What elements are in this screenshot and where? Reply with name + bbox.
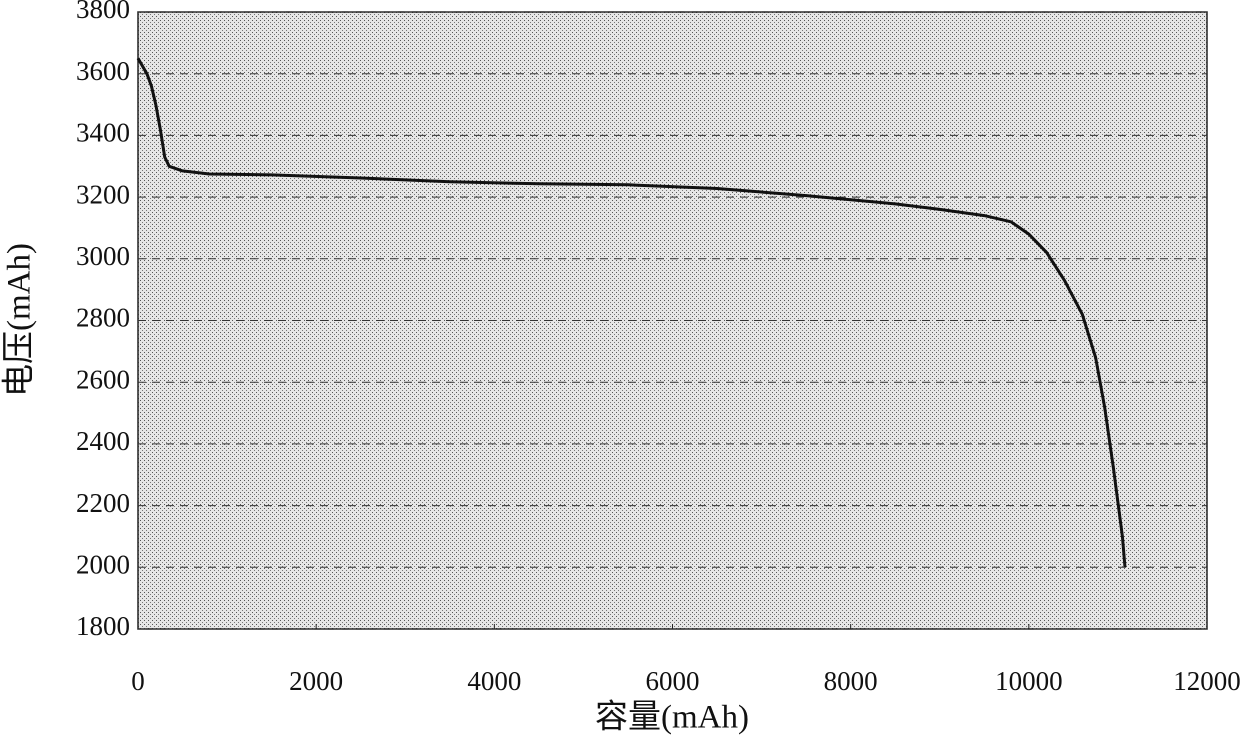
y-tick-label: 3000 <box>76 241 130 271</box>
data-line <box>136 57 1127 568</box>
y-axis-title: 电压(mAh) <box>1 243 38 397</box>
y-tick-label: 3200 <box>76 179 130 209</box>
x-tick-label: 4000 <box>467 666 521 696</box>
y-tick-label: 3800 <box>76 0 130 24</box>
x-tick-label: 0 <box>131 666 145 696</box>
y-tick-label: 3600 <box>76 56 130 86</box>
x-tick-label: 2000 <box>289 666 343 696</box>
y-tick-label: 1800 <box>76 611 130 641</box>
y-tick-label: 2800 <box>76 303 130 333</box>
x-tick-label: 10000 <box>995 666 1063 696</box>
y-tick-label: 3400 <box>76 118 130 148</box>
x-tick-label: 6000 <box>646 666 700 696</box>
x-tick-label: 8000 <box>824 666 878 696</box>
y-tick-label: 2400 <box>76 426 130 456</box>
y-tick-label: 2600 <box>76 364 130 394</box>
y-tick-label: 2000 <box>76 550 130 580</box>
x-axis-title: 容量(mAh) <box>595 699 749 736</box>
x-tick-label: 12000 <box>1173 666 1241 696</box>
y-tick-label: 2200 <box>76 488 130 518</box>
